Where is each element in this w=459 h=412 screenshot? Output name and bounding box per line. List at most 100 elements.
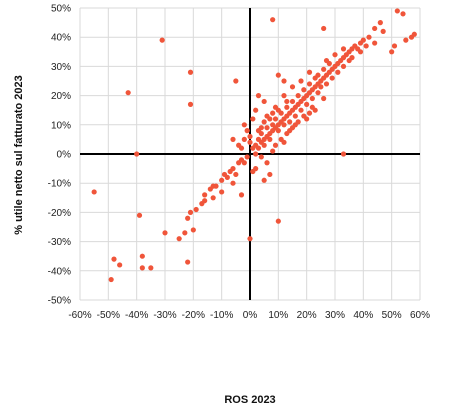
data-point-0-152 (340, 46, 347, 52)
data-point-0-180 (247, 133, 253, 140)
data-point-0-136 (258, 154, 264, 160)
x-tick-label: -60% (68, 310, 91, 321)
data-point-0-80 (304, 101, 310, 107)
data-point-0-13 (182, 230, 188, 236)
data-point-0-54 (267, 136, 273, 142)
y-tick-label: -40% (48, 266, 71, 277)
y-tick-label: -50% (48, 296, 71, 307)
data-point-0-178 (275, 107, 281, 113)
data-point-0-113 (366, 34, 372, 40)
data-point-0-164 (202, 198, 208, 204)
data-point-0-120 (403, 37, 409, 43)
data-point-0-14 (185, 259, 191, 265)
data-point-0-101 (335, 69, 341, 75)
data-point-0-124 (321, 25, 327, 32)
x-tick-label: -30% (153, 310, 176, 321)
x-tick-labels: -60% -50% -40% -30% -20% -10% 0% 10% 20% 30% 40% 50… (68, 310, 430, 321)
data-point-0-52 (264, 125, 270, 131)
data-point-0-155 (363, 43, 369, 49)
data-point-0-165 (270, 148, 276, 154)
data-point-0-143 (241, 122, 247, 128)
data-point-0-98 (329, 75, 335, 81)
data-point-0-60 (275, 128, 281, 134)
data-point-0-5 (134, 151, 140, 157)
data-point-0-117 (391, 43, 398, 49)
data-point-0-40 (247, 236, 253, 242)
x-tick-label: 30% (325, 310, 345, 321)
data-point-0-18 (185, 215, 191, 221)
data-point-0-37 (238, 192, 245, 198)
data-point-0-10 (159, 37, 165, 43)
data-point-0-8 (139, 253, 145, 259)
data-point-0-94 (323, 81, 330, 87)
data-point-0-74 (295, 93, 301, 99)
data-point-0-26 (219, 177, 225, 183)
data-point-0-46 (255, 145, 262, 151)
data-point-0-15 (187, 69, 194, 75)
data-point-0-35 (244, 154, 250, 160)
data-point-0-157 (380, 28, 386, 34)
data-points (91, 8, 417, 283)
y-tick-label: 40% (51, 33, 71, 44)
data-point-0-31 (233, 171, 239, 178)
data-point-0-28 (224, 174, 230, 180)
data-point-0-151 (332, 52, 338, 58)
y-tick-label: -10% (48, 179, 71, 190)
data-point-0-135 (321, 95, 327, 102)
data-point-0-183 (261, 119, 267, 125)
data-point-0-82 (306, 81, 313, 87)
data-point-0-22 (202, 192, 208, 198)
data-point-0-30 (230, 166, 236, 172)
data-point-0-172 (281, 93, 287, 99)
data-point-0-141 (253, 107, 259, 113)
data-point-0-104 (340, 63, 347, 69)
data-point-0-115 (377, 20, 383, 26)
data-point-0-126 (261, 98, 267, 105)
data-point-0-166 (278, 136, 284, 142)
data-point-0-88 (315, 90, 321, 96)
y-tick-label: 20% (51, 91, 71, 102)
data-point-0-6 (136, 212, 143, 218)
data-point-0-19 (187, 209, 194, 215)
zero-axes (80, 8, 420, 300)
data-point-0-114 (372, 25, 378, 32)
data-point-0-162 (219, 189, 225, 195)
data-point-0-9 (148, 265, 154, 271)
data-point-0-3 (117, 262, 123, 268)
data-point-0-125 (340, 151, 347, 157)
data-point-0-41 (247, 139, 253, 145)
data-point-0-68 (287, 119, 293, 125)
data-point-0-150 (323, 57, 330, 64)
data-point-0-154 (357, 49, 364, 55)
y-tick-label: 10% (51, 120, 71, 131)
data-point-0-184 (270, 110, 276, 116)
data-point-0-2 (111, 256, 117, 262)
x-tick-label: 0% (243, 310, 258, 321)
data-point-0-90 (318, 84, 324, 90)
x-tick-label: 50% (382, 310, 402, 321)
y-tick-label: 50% (51, 4, 71, 15)
data-point-0-70 (289, 98, 296, 105)
data-point-0-153 (349, 55, 355, 61)
data-point-0-138 (267, 171, 273, 178)
y-tick-label: -30% (48, 237, 71, 248)
data-point-0-36 (233, 78, 239, 84)
x-axis-title: ROS 2023 (224, 394, 275, 406)
data-point-0-119 (400, 11, 406, 17)
data-point-0-84 (309, 95, 315, 102)
y-tick-label: 0% (57, 150, 72, 161)
data-point-0-0 (91, 189, 97, 195)
data-point-0-175 (306, 69, 313, 75)
data-point-0-140 (250, 116, 256, 122)
data-point-0-122 (411, 31, 417, 37)
x-tick-label: -20% (182, 310, 205, 321)
x-tick-label: 10% (268, 310, 288, 321)
x-tick-label: -50% (97, 310, 120, 321)
data-point-0-78 (301, 87, 307, 93)
data-point-0-137 (264, 160, 270, 166)
data-point-0-168 (295, 119, 301, 125)
data-point-0-17 (190, 227, 196, 233)
data-point-0-173 (289, 84, 296, 90)
data-point-0-123 (270, 17, 276, 23)
